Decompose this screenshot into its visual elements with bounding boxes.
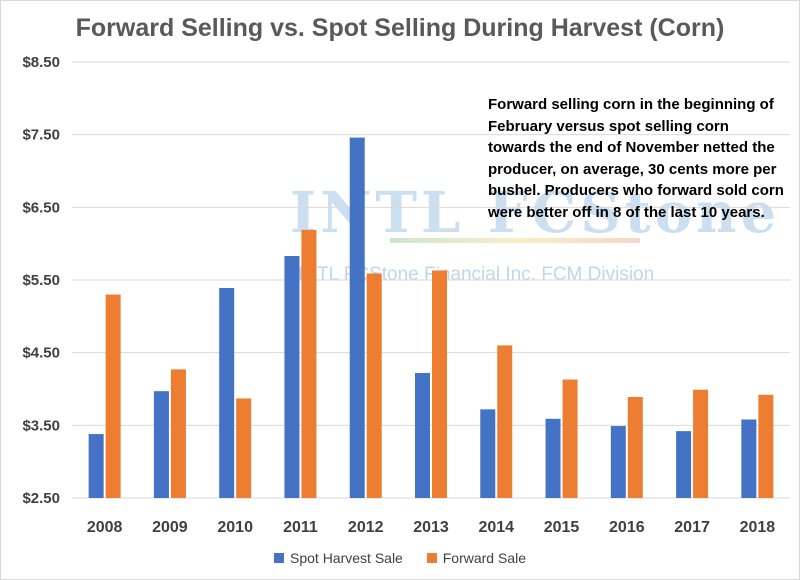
bar-spot-2015 [545,418,561,498]
bar-spot-2017 [676,431,692,498]
bar-spot-2010 [219,287,235,498]
bar-spot-2014 [480,409,496,498]
legend-item-forward: Forward Sale [426,550,526,566]
bar-spot-2012 [349,137,365,498]
legend: Spot Harvest Sale Forward Sale [0,550,800,566]
y-tick-label: $4.50 [22,345,60,362]
bar-forward-2010 [236,398,252,498]
bar-spot-2018 [741,419,757,498]
legend-item-spot: Spot Harvest Sale [274,550,403,566]
bar-forward-2009 [170,369,186,498]
y-tick-label: $7.50 [22,127,60,144]
bar-spot-2011 [284,256,300,498]
chart-title: Forward Selling vs. Spot Selling During … [75,14,725,42]
x-tick-label: 2008 [87,519,123,536]
bar-forward-2013 [432,270,447,498]
bar-forward-2008 [105,294,121,498]
bar-spot-2008 [88,434,104,498]
bar-spot-2013 [415,373,430,498]
x-tick-label: 2016 [609,519,645,536]
y-tick-label: $3.50 [22,417,60,434]
bar-chart-plot: $2.50 $3.50 $4.50 $5.50 $6.50 $7.50 $8.50 2008 2… [22,54,790,536]
y-tick-label: $2.50 [22,490,60,507]
legend-label-forward: Forward Sale [442,550,526,566]
x-tick-label: 2014 [478,519,514,536]
y-tick-label: $6.50 [22,199,60,216]
legend-swatch-spot [274,553,284,563]
bar-forward-2012 [366,273,382,498]
chart-annotation: Forward selling corn in the beginning of… [488,96,784,221]
bar-forward-2014 [497,345,513,498]
x-tick-label: 2015 [544,519,580,536]
bar-forward-2017 [693,389,709,498]
bar-forward-2011 [301,229,317,499]
x-tick-label: 2013 [413,519,449,536]
x-tick-label: 2009 [152,519,188,536]
y-tick-label: $5.50 [22,272,60,289]
x-tick-label: 2018 [740,519,776,536]
bar-spot-2016 [610,426,626,498]
legend-swatch-forward [426,553,437,563]
bar-forward-2018 [758,394,774,498]
legend-label-spot: Spot Harvest Sale [290,550,403,566]
x-tick-label: 2017 [674,519,710,536]
x-tick-label: 2011 [283,519,318,536]
bar-forward-2015 [562,379,578,498]
bar-spot-2009 [153,391,169,498]
x-tick-label: 2010 [217,519,253,536]
x-tick-label: 2012 [348,519,384,536]
y-tick-label: $8.50 [22,54,60,71]
bar-forward-2016 [627,396,643,498]
